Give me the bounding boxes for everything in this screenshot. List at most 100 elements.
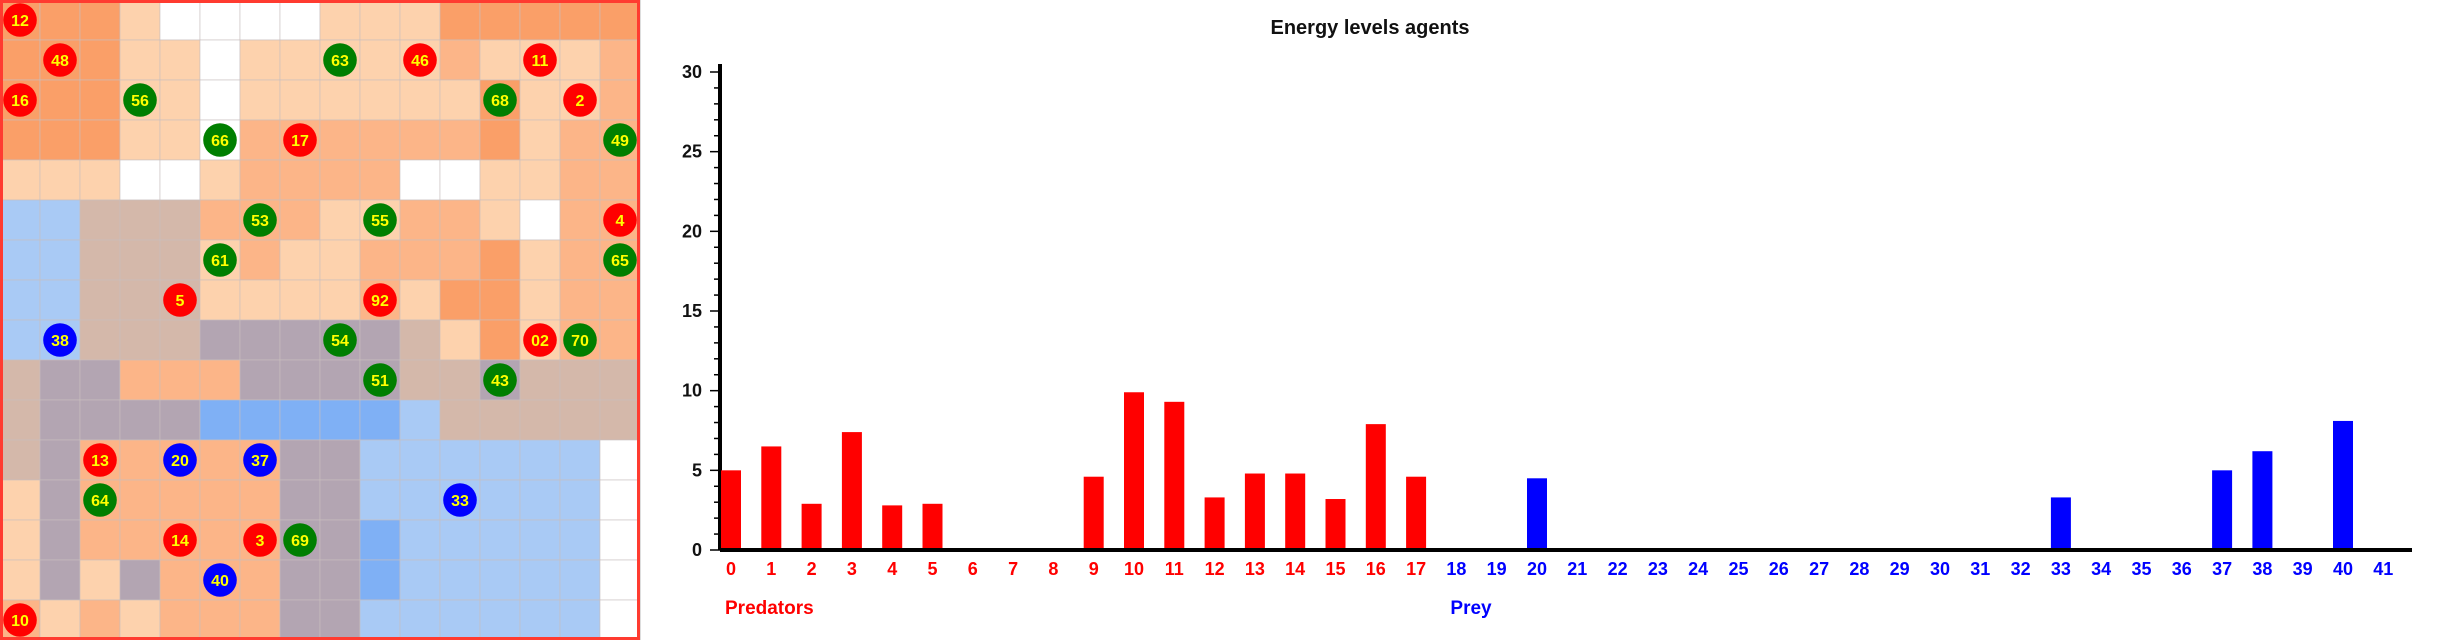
grid-cell (599, 79, 640, 121)
grid-cell (359, 319, 401, 361)
agent-circle (283, 123, 317, 157)
grid-cell (239, 279, 281, 321)
grid-cell (559, 159, 601, 201)
x-tick-label: 29 (1890, 559, 1910, 579)
grid-cell (599, 519, 640, 561)
agent-circle (3, 83, 37, 117)
agent-circle (203, 243, 237, 277)
agent-circle (483, 83, 517, 117)
bar (2212, 470, 2233, 550)
bar (1083, 476, 1104, 550)
grid-cell (279, 79, 321, 121)
grid-cell (199, 79, 241, 121)
x-tick-label: 1 (766, 559, 776, 579)
grid-cell (479, 279, 521, 321)
grid-cell (279, 199, 321, 241)
grid-cell (399, 199, 441, 241)
x-tick-label: 25 (1728, 559, 1748, 579)
grid-cell (399, 119, 441, 161)
grid-cell (199, 359, 241, 401)
grid-cell (39, 159, 81, 201)
x-tick-label: 9 (1089, 559, 1099, 579)
grid-cell (359, 519, 401, 561)
agent-marker: 17 (283, 123, 317, 157)
x-tick-label: 31 (1970, 559, 1990, 579)
grid-cell (0, 559, 41, 601)
grid-cell (319, 79, 361, 121)
grid-cell (159, 599, 201, 640)
agent-marker: 61 (203, 243, 237, 277)
grid-cell (199, 519, 241, 561)
grid-cell (79, 359, 121, 401)
bar (1365, 424, 1386, 550)
grid-cell (519, 159, 561, 201)
agent-label: 10 (11, 613, 29, 630)
grid-cell (39, 279, 81, 321)
grid-cell (239, 319, 281, 361)
grid-cell (479, 39, 521, 81)
x-tick-label: 3 (847, 559, 857, 579)
grid-cell (279, 0, 321, 41)
grid-cell (359, 399, 401, 441)
group-label-prey: Prey (1450, 598, 1492, 619)
grid-cell (319, 399, 361, 441)
grid-cell (279, 559, 321, 601)
agent-marker: 63 (323, 43, 357, 77)
grid-cell (439, 159, 481, 201)
agent-marker: 49 (603, 123, 637, 157)
agent-circle (243, 523, 277, 557)
grid-cell (519, 439, 561, 481)
agent-label: 43 (491, 373, 509, 390)
bars (721, 392, 2353, 550)
agent-circle (243, 203, 277, 237)
grid-cell (0, 279, 41, 321)
x-tick-label: 10 (1124, 559, 1144, 579)
grid-cell (199, 439, 241, 481)
grid-cell (239, 39, 281, 81)
bar (882, 505, 903, 550)
grid-cell (319, 599, 361, 640)
grid-cell (39, 479, 81, 521)
agent-circle (403, 43, 437, 77)
grid-cell (39, 359, 81, 401)
grid-cell (0, 39, 41, 81)
agent-label: 02 (531, 333, 549, 350)
grid-cell (159, 239, 201, 281)
x-tick-label: 33 (2051, 559, 2071, 579)
grid-cell (0, 359, 41, 401)
bar (721, 470, 741, 550)
agent-circle (163, 283, 197, 317)
agent-marker: 14 (163, 523, 197, 557)
grid-cell (399, 239, 441, 281)
grid-cell (519, 559, 561, 601)
agent-label: 69 (291, 533, 309, 550)
grid-cell (399, 399, 441, 441)
agent-marker: 48 (43, 43, 77, 77)
grid-cell (159, 199, 201, 241)
grid-cell (559, 559, 601, 601)
agent-circle (523, 43, 557, 77)
x-tick-label: 26 (1769, 559, 1789, 579)
x-tick-label: 39 (2293, 559, 2313, 579)
grid-cell (439, 0, 481, 41)
x-tick-label: 6 (968, 559, 978, 579)
bar (1406, 476, 1427, 550)
x-tick-label: 27 (1809, 559, 1829, 579)
grid-cell (479, 199, 521, 241)
grid-cell (519, 79, 561, 121)
grid-cell (39, 399, 81, 441)
agent-label: 3 (256, 533, 265, 550)
agent-label: 49 (611, 133, 629, 150)
agent-marker: 55 (363, 203, 397, 237)
grid-cell (519, 479, 561, 521)
x-tick-label: 30 (1930, 559, 1950, 579)
grid-cell (519, 199, 561, 241)
agent-marker: 33 (443, 483, 477, 517)
grid-cell (319, 479, 361, 521)
grid-cell (79, 79, 121, 121)
x-tick-label: 34 (2091, 559, 2111, 579)
grid-cell (519, 519, 561, 561)
agent-marker: 02 (523, 323, 557, 357)
x-tick-label: 40 (2333, 559, 2353, 579)
